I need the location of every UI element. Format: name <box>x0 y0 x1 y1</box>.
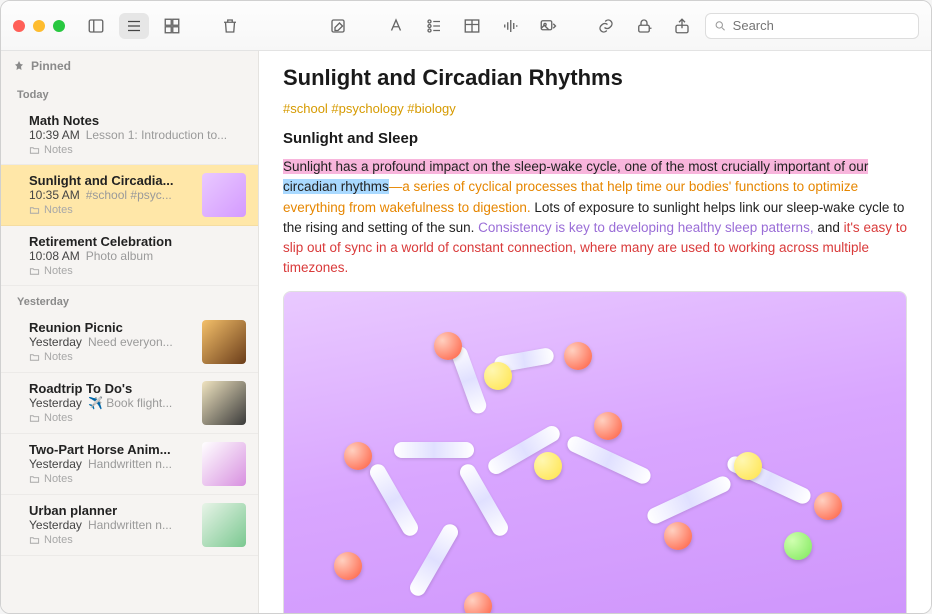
notes-sidebar: Pinned TodayMath Notes10:39 AMLesson 1: … <box>1 51 259 613</box>
note-item-sub: 10:35 AM#school #psyc... <box>29 188 192 202</box>
note-item-title: Sunlight and Circadia... <box>29 173 192 188</box>
format-text-button[interactable] <box>381 13 411 39</box>
note-list-item[interactable]: Reunion PicnicYesterdayNeed everyon... No… <box>1 312 258 373</box>
note-paragraph: Sunlight has a profound impact on the sl… <box>283 157 907 279</box>
audio-button[interactable] <box>495 13 525 39</box>
folder-icon <box>29 474 40 485</box>
note-item-folder: Notes <box>29 473 192 485</box>
delete-note-button[interactable] <box>215 13 245 39</box>
traffic-lights <box>13 20 65 32</box>
note-item-sub: 10:08 AMPhoto album <box>29 249 246 263</box>
note-list-item[interactable]: Sunlight and Circadia...10:35 AM#school … <box>1 165 258 226</box>
note-item-folder: Notes <box>29 144 246 156</box>
note-tags[interactable]: #school #psychology #biology <box>283 101 907 116</box>
minimize-window-button[interactable] <box>33 20 45 32</box>
note-item-folder: Notes <box>29 265 246 277</box>
text-highlight-pink: Sunlight has a profound impact on the sl… <box>283 159 868 174</box>
note-item-sub: YesterdayHandwritten n... <box>29 457 192 471</box>
close-window-button[interactable] <box>13 20 25 32</box>
note-list-item[interactable]: Two-Part Horse Anim...YesterdayHandwritt… <box>1 434 258 495</box>
app-window: Pinned TodayMath Notes10:39 AMLesson 1: … <box>0 0 932 614</box>
note-item-folder: Notes <box>29 412 192 424</box>
note-item-title: Retirement Celebration <box>29 234 246 249</box>
note-item-sub: YesterdayHandwritten n... <box>29 518 192 532</box>
pin-icon <box>13 60 25 72</box>
section-header: Today <box>1 79 258 105</box>
note-content: Sunlight and Circadian Rhythms #school #… <box>259 51 931 613</box>
share-button[interactable] <box>667 13 697 39</box>
checklist-button[interactable] <box>419 13 449 39</box>
note-item-sub: Yesterday✈️ Book flight... <box>29 396 192 410</box>
note-item-title: Math Notes <box>29 113 246 128</box>
folder-icon <box>29 266 40 277</box>
note-item-folder: Notes <box>29 351 192 363</box>
note-item-title: Urban planner <box>29 503 192 518</box>
pinned-label: Pinned <box>31 59 71 73</box>
folder-icon <box>29 413 40 424</box>
search-icon <box>714 19 727 33</box>
gallery-view-button[interactable] <box>157 13 187 39</box>
search-field[interactable] <box>705 13 919 39</box>
folder-icon <box>29 205 40 216</box>
folder-icon <box>29 535 40 546</box>
note-item-title: Two-Part Horse Anim... <box>29 442 192 457</box>
note-item-sub: YesterdayNeed everyon... <box>29 335 192 349</box>
note-list-item[interactable]: Retirement Celebration10:08 AMPhoto albu… <box>1 226 258 286</box>
attachment-image <box>284 292 906 614</box>
lock-button[interactable] <box>629 13 659 39</box>
note-list-item[interactable]: Roadtrip To Do'sYesterday✈️ Book flight.… <box>1 373 258 434</box>
note-item-folder: Notes <box>29 204 192 216</box>
note-item-title: Roadtrip To Do's <box>29 381 192 396</box>
note-list-item[interactable]: Urban plannerYesterdayHandwritten n... No… <box>1 495 258 556</box>
text-plain: and <box>814 220 844 235</box>
note-item-title: Reunion Picnic <box>29 320 192 335</box>
titlebar <box>1 1 931 51</box>
note-item-folder: Notes <box>29 534 192 546</box>
folder-icon <box>29 145 40 156</box>
note-item-thumbnail <box>202 320 246 364</box>
toggle-sidebar-button[interactable] <box>81 13 111 39</box>
section-header: Yesterday <box>1 286 258 312</box>
list-view-button[interactable] <box>119 13 149 39</box>
note-item-thumbnail <box>202 381 246 425</box>
text-purple: Consistency is key to developing healthy… <box>478 220 813 235</box>
note-item-thumbnail <box>202 173 246 217</box>
note-item-thumbnail <box>202 503 246 547</box>
folder-icon <box>29 352 40 363</box>
link-button[interactable] <box>591 13 621 39</box>
note-subtitle: Sunlight and Sleep <box>283 130 907 147</box>
note-list-item[interactable]: Math Notes10:39 AMLesson 1: Introduction… <box>1 105 258 165</box>
maximize-window-button[interactable] <box>53 20 65 32</box>
media-button[interactable] <box>533 13 563 39</box>
note-item-thumbnail <box>202 442 246 486</box>
note-item-sub: 10:39 AMLesson 1: Introduction to... <box>29 128 246 142</box>
main-body: Pinned TodayMath Notes10:39 AMLesson 1: … <box>1 51 931 613</box>
note-title: Sunlight and Circadian Rhythms <box>283 65 907 91</box>
pinned-header[interactable]: Pinned <box>1 51 258 79</box>
text-highlight-blue: circadian rhythms <box>283 179 389 194</box>
search-input[interactable] <box>733 18 910 33</box>
note-attachment[interactable] <box>283 291 907 614</box>
table-button[interactable] <box>457 13 487 39</box>
new-note-button[interactable] <box>323 13 353 39</box>
